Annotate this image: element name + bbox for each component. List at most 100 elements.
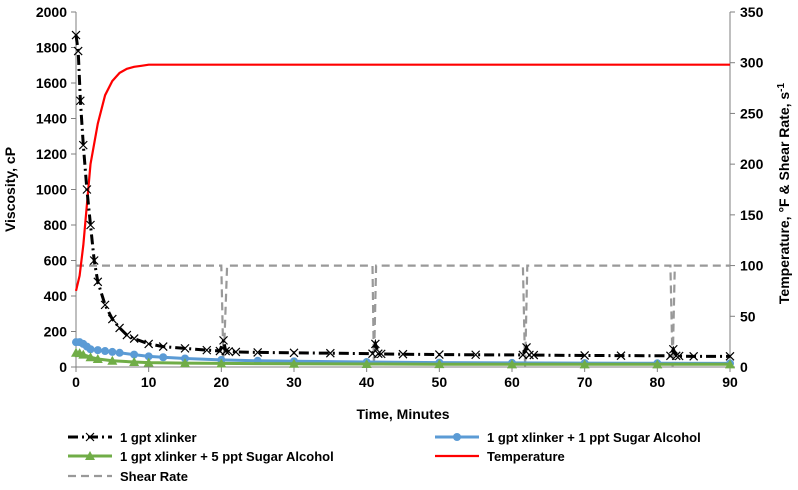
series-line (76, 340, 731, 365)
series-point (129, 334, 139, 344)
series-point (525, 350, 534, 360)
series-point (78, 140, 88, 150)
series-point (85, 352, 96, 362)
legend-entry-0: 1 gpt xlinker (68, 430, 197, 445)
legend-entry-4: Shear Rate (68, 469, 188, 484)
legend-label: Temperature (487, 449, 565, 464)
series-3 (74, 63, 730, 292)
series-point (82, 185, 92, 194)
series-line (74, 63, 730, 292)
series-point (144, 339, 154, 349)
series-point (130, 350, 139, 359)
series-point (100, 300, 110, 310)
y-tick-label: 800 (44, 217, 68, 233)
series-point (434, 350, 444, 359)
y2-tick-label: 350 (740, 4, 764, 20)
series-point (115, 323, 125, 333)
legend-label: 1 gpt xlinker + 1 ppt Sugar Alcohol (487, 430, 701, 445)
series-point (71, 30, 81, 40)
legend-entry-1: 1 gpt xlinker + 1 ppt Sugar Alcohol (435, 430, 701, 445)
series-point (231, 347, 241, 357)
series-point (325, 348, 335, 358)
series-0 (71, 30, 735, 361)
series-point (107, 314, 117, 324)
series-point (471, 350, 481, 360)
x-tick-label: 40 (359, 374, 375, 390)
x-axis-title: Time, Minutes (356, 406, 449, 422)
x-tick-label: 30 (286, 374, 302, 390)
series-point (144, 352, 153, 361)
y-tick-label: 0 (59, 359, 67, 375)
y2-tick-label: 0 (740, 359, 748, 375)
series-point (361, 358, 372, 368)
series-point (93, 346, 102, 355)
series-point (89, 256, 99, 265)
series-point (108, 347, 117, 356)
series-point (434, 359, 445, 369)
y2-tick-label: 250 (740, 105, 764, 121)
series-point (86, 345, 95, 354)
series-point (289, 348, 299, 358)
legend-marker (453, 433, 461, 441)
legend-marker (85, 451, 95, 460)
series-point (101, 347, 110, 356)
series-point (398, 349, 408, 359)
series-point (518, 350, 528, 360)
series-point (86, 220, 95, 230)
y-tick-label: 200 (44, 324, 68, 340)
series-point (376, 349, 386, 359)
y-tick-label: 400 (44, 288, 68, 304)
x-tick-label: 80 (650, 374, 666, 390)
series-point (129, 357, 140, 367)
series-point (671, 351, 681, 361)
series-point (107, 355, 118, 365)
legend-entry-3: Temperature (435, 449, 565, 464)
legend-marker (85, 432, 95, 442)
y2-tick-label: 300 (740, 55, 764, 71)
series-point (674, 351, 684, 361)
series-point (224, 346, 234, 356)
y-tick-label: 1400 (36, 111, 67, 127)
legend-label: 1 gpt xlinker (120, 430, 197, 445)
series-point (115, 348, 124, 357)
y2-tick-label: 150 (740, 207, 764, 223)
series-point (725, 351, 735, 361)
series-point (93, 277, 103, 287)
series-point (216, 358, 227, 368)
series-point (159, 353, 168, 362)
x-tick-label: 70 (577, 374, 593, 390)
series-point (616, 351, 626, 361)
series-point (143, 357, 154, 367)
series-point (122, 330, 132, 340)
y-tick-label: 600 (44, 253, 68, 269)
series-point (370, 339, 380, 349)
series-point (652, 359, 663, 369)
series-point (221, 346, 231, 356)
x-tick-label: 10 (141, 374, 157, 390)
series-point (73, 46, 83, 56)
legend-label: 1 gpt xlinker + 5 ppt Sugar Alcohol (120, 449, 334, 464)
legend-entry-2: 1 gpt xlinker + 5 ppt Sugar Alcohol (68, 449, 334, 464)
y-axis-title: Viscosity, cP (2, 147, 18, 232)
series-point (689, 351, 699, 361)
series-line (74, 34, 730, 358)
y-tick-label: 1200 (36, 146, 67, 162)
series-point (580, 351, 590, 360)
series-point (92, 354, 103, 364)
legend-label: Shear Rate (120, 469, 188, 484)
y2-tick-label: 50 (740, 308, 756, 324)
series-point (579, 359, 590, 369)
series-point (78, 349, 89, 359)
series-point (522, 343, 531, 352)
y2-axis-title: Temperature, °F & Shear Rate, s-1 (776, 82, 793, 304)
series-4 (76, 264, 730, 368)
series-point (529, 350, 539, 360)
y2-tick-label: 100 (740, 258, 764, 274)
series-point (668, 344, 678, 354)
series-point (75, 96, 85, 106)
series-point (289, 358, 299, 368)
series-line (76, 264, 730, 368)
series-point (219, 335, 228, 345)
y-tick-label: 1000 (36, 182, 67, 198)
